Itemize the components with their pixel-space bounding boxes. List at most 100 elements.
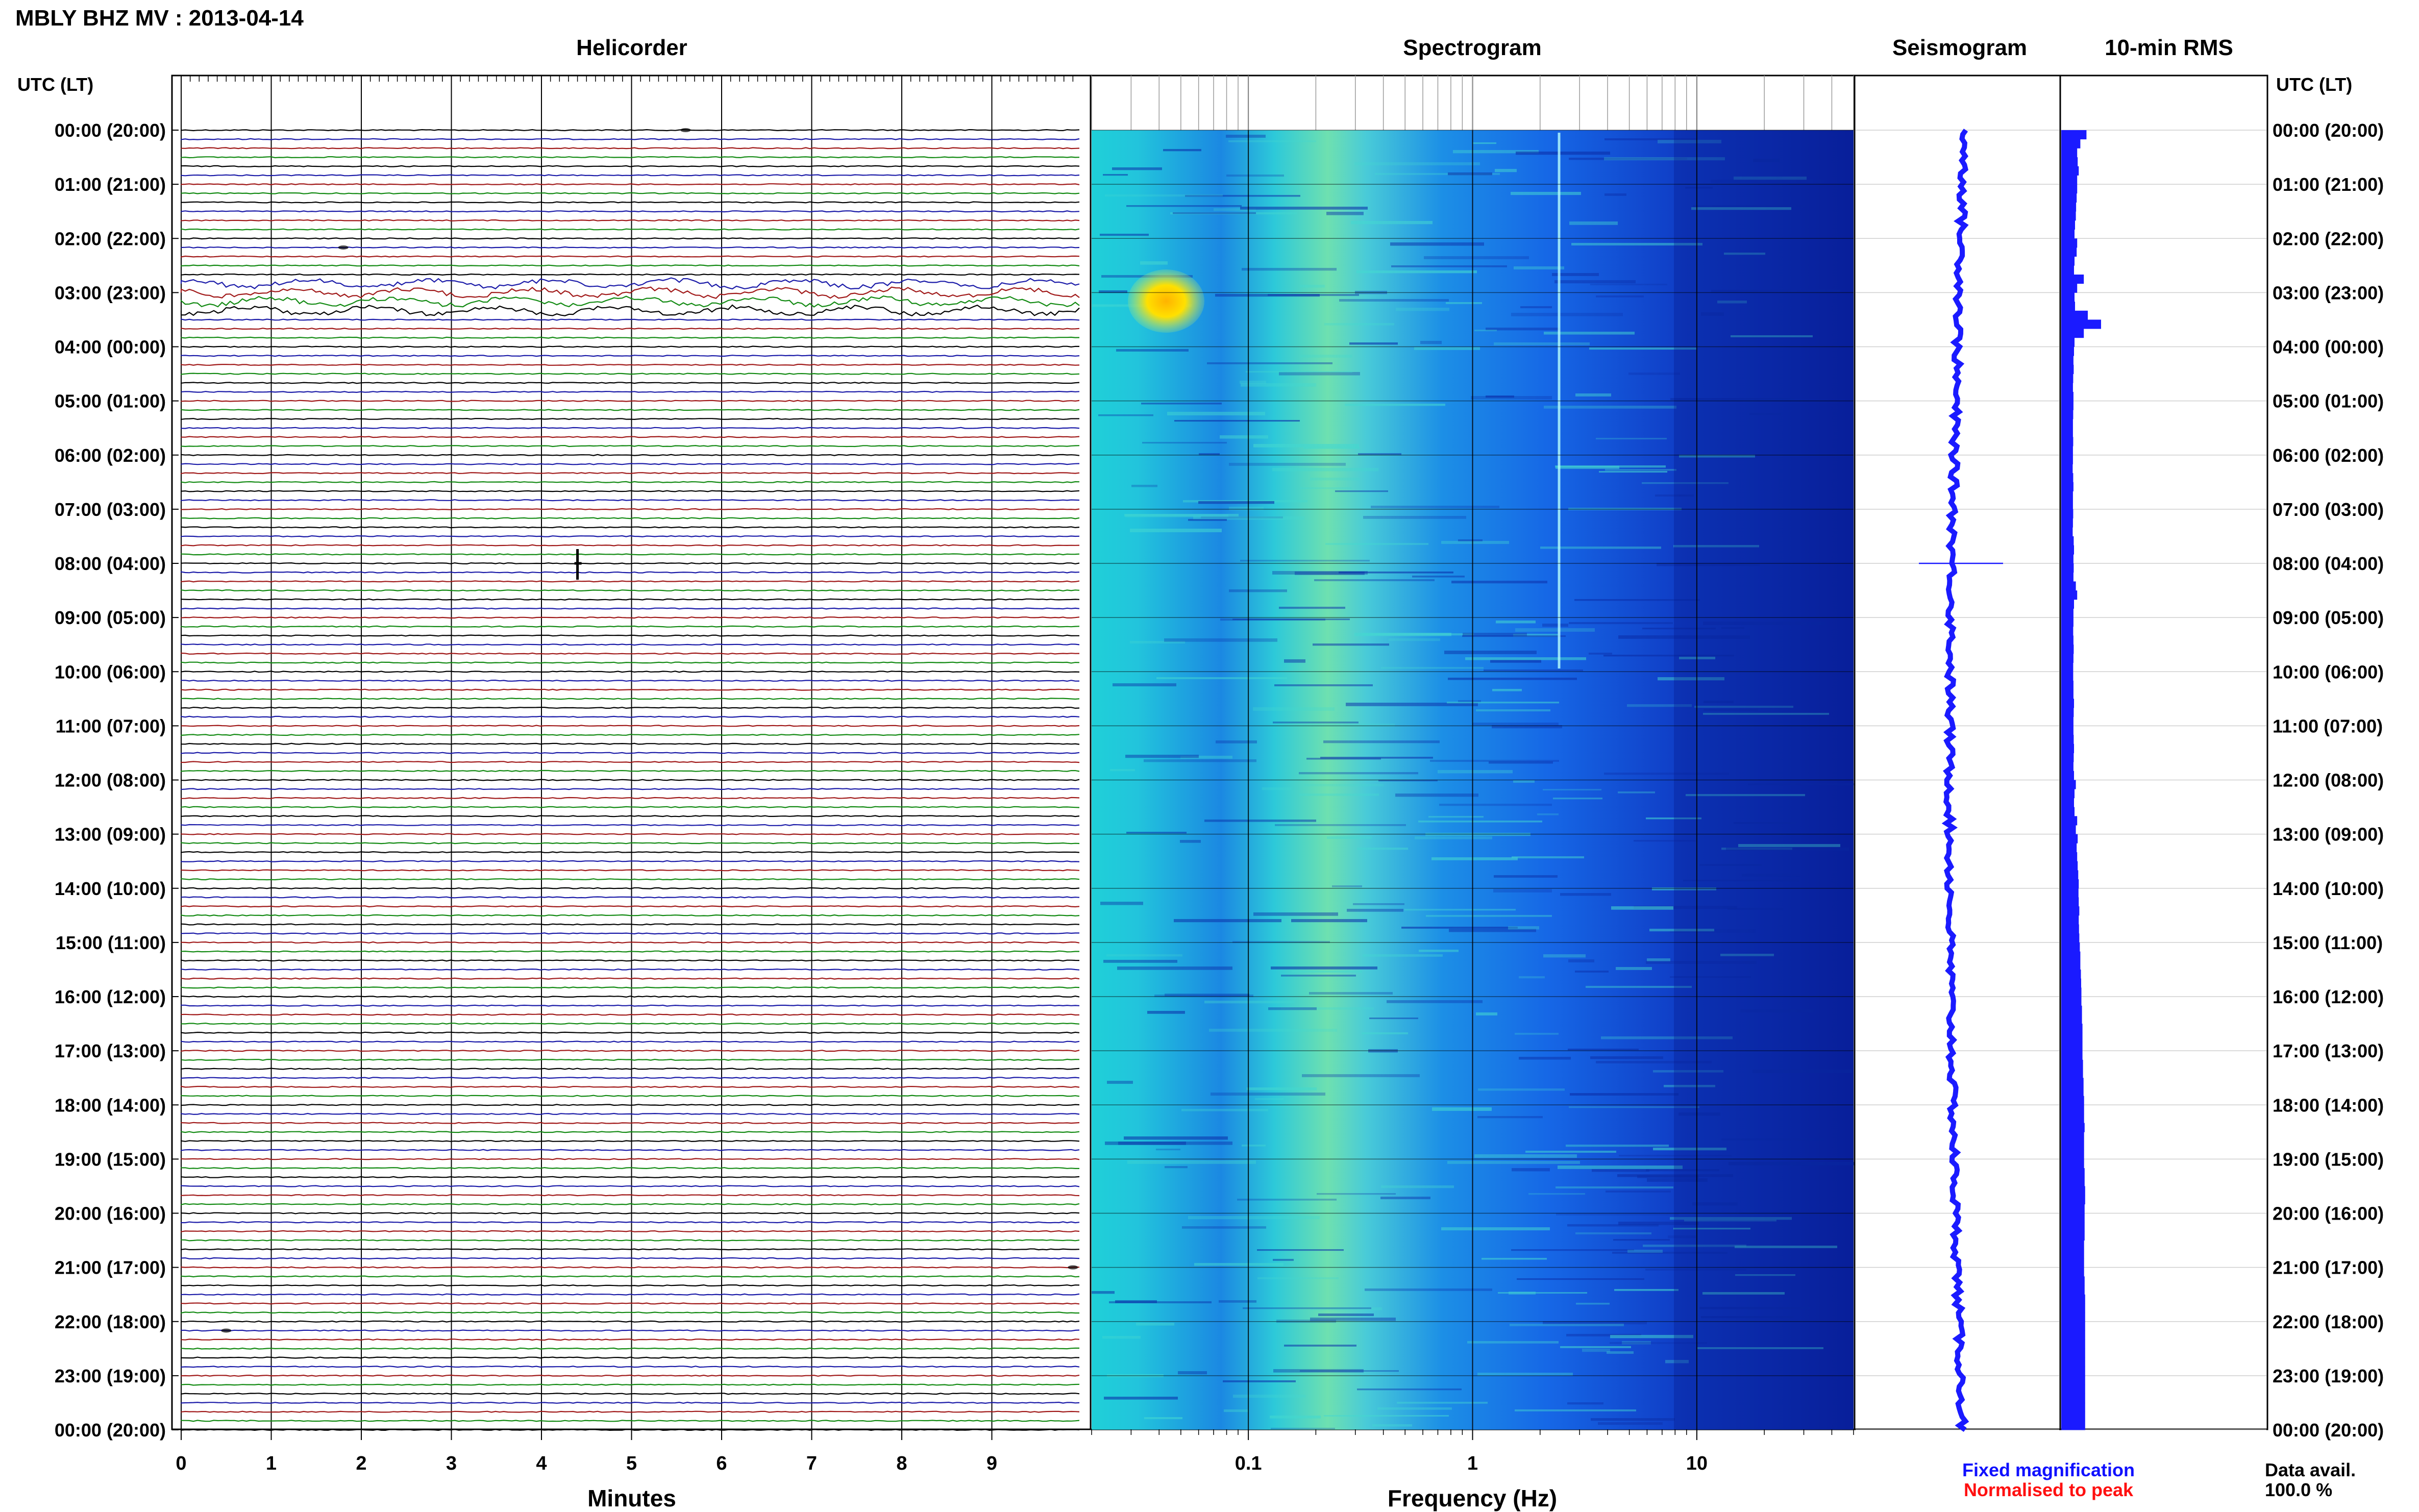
helicorder-trace: [180, 887, 1080, 889]
spectrogram-streak: [1634, 906, 1737, 909]
helicorder-trace: [180, 129, 1080, 132]
spectrogram-streak: [1699, 1307, 1810, 1309]
rms-bar: [2061, 599, 2074, 609]
helicorder-trace: [180, 995, 1080, 998]
spectrogram-streak: [1699, 864, 1762, 866]
helicorder-trace: [180, 824, 1080, 827]
rms-bar: [2061, 708, 2074, 717]
spectrogram-streak: [1567, 1224, 1659, 1227]
spectrogram-streak: [1735, 1274, 1795, 1276]
time-labels-left: 00:00 (20:00) 01:00 (21:00) 02:00 (22:00) 0…: [55, 120, 179, 1441]
rms-bar: [2061, 942, 2080, 952]
rms-grid: [2061, 130, 2266, 1430]
minute-tick-label: 9: [986, 1453, 997, 1474]
spectrogram-streak: [1339, 299, 1449, 302]
spectrogram-streak: [1220, 435, 1268, 439]
spectrogram-streak: [1612, 1252, 1727, 1254]
helicorder-trace: [180, 192, 1080, 194]
spectrogram-streak: [1447, 702, 1559, 704]
rms-bar: [2061, 193, 2077, 203]
rms-frame: [2059, 75, 2268, 1430]
spectrogram-streak: [1627, 1250, 1663, 1253]
spectrogram-streak: [1199, 453, 1220, 455]
helicorder-trace: [180, 1302, 1080, 1305]
spectrogram-streak: [1229, 463, 1346, 466]
spectrogram-streak: [1165, 1166, 1188, 1169]
time-label-right: 00:00 (20:00): [2273, 1420, 2384, 1441]
rms-bar: [2061, 1367, 2085, 1376]
rms-bar: [2061, 1231, 2085, 1241]
spectrogram-streak: [1463, 633, 1527, 636]
spectrogram-streak: [1116, 349, 1189, 352]
time-label-right: 07:00 (03:00): [2273, 499, 2384, 520]
spectrogram-streak: [1272, 571, 1368, 575]
spectrogram-streak: [1391, 265, 1507, 267]
rms-bar: [2061, 1159, 2084, 1169]
helicorder-trace: [180, 363, 1080, 366]
spectrogram-streak: [1180, 756, 1232, 759]
time-label-right: 15:00 (11:00): [2273, 932, 2383, 953]
legend-normalised-to-peak: Normalised to peak: [1964, 1479, 2134, 1500]
spectrogram-streak: [1154, 995, 1253, 998]
seismogram-line: [1941, 129, 1969, 1432]
rms-bar: [2061, 626, 2074, 636]
helicorder-trace: [180, 1383, 1080, 1386]
rms-bar: [2061, 590, 2078, 600]
helicorder-trace: [180, 444, 1080, 448]
spectrogram-streak: [1112, 167, 1162, 170]
spectrogram-streak: [1180, 840, 1201, 843]
helicorder-trace: [180, 914, 1080, 916]
rms-bar: [2061, 157, 2078, 167]
spectrogram-streak: [1605, 469, 1676, 471]
rms-bar: [2061, 825, 2076, 834]
spectrogram-streak: [1486, 328, 1560, 331]
helicorder-trace: [180, 589, 1080, 592]
helicorder-trace: [180, 752, 1080, 754]
helicorder-trace: [180, 517, 1080, 519]
helicorder-trace: [180, 679, 1080, 682]
spectrogram-streak: [1569, 158, 1687, 160]
spectrogram-streak: [1586, 986, 1692, 988]
spectrogram-streak: [1424, 256, 1529, 259]
spectrogram-streak: [1147, 1011, 1185, 1014]
rms-bar: [2061, 166, 2079, 176]
spectrogram-streak: [1130, 641, 1185, 643]
spectrogram-streak: [1279, 607, 1345, 609]
rms-bar: [2061, 1204, 2085, 1213]
spectrogram-streak: [1569, 221, 1618, 225]
spectrogram-streak: [1304, 784, 1384, 786]
helicorder-trace: [180, 1194, 1080, 1197]
helicorder-trace: [180, 409, 1080, 411]
spectrogram-streak: [1211, 1093, 1325, 1096]
spectrogram-streak: [1229, 507, 1264, 510]
minute-tick-label: 0: [176, 1453, 186, 1474]
rms-bar: [2061, 726, 2074, 735]
spectrogram-streak: [1428, 816, 1484, 818]
rms-bar: [2061, 1086, 2084, 1096]
helicorder-trace: [180, 607, 1080, 610]
spectrogram-streak: [1670, 1217, 1792, 1220]
time-label-left: 22:00 (18:00): [55, 1311, 166, 1332]
helicorder-trace: [180, 147, 1080, 150]
time-label-right: 18:00 (14:00): [2273, 1095, 2384, 1116]
spectrogram-streak: [1174, 919, 1281, 923]
helicorder-trace: [180, 1040, 1080, 1043]
spectrogram-streak: [1105, 1142, 1186, 1145]
time-label-left: 09:00 (05:00): [55, 607, 166, 628]
spectrogram-streak: [1691, 207, 1791, 210]
helicorder-trace: [180, 1428, 1080, 1431]
spectrogram-streak: [1441, 541, 1509, 544]
helicorder-trace: [180, 345, 1080, 348]
time-label-left: 05:00 (01:00): [55, 391, 166, 412]
spectrogram-streak: [1419, 950, 1459, 952]
spectrogram-streak: [1194, 1263, 1283, 1266]
rms-bar: [2061, 888, 2079, 898]
helicorder-trace: [180, 481, 1080, 483]
spectrogram-streak: [1156, 677, 1287, 679]
spectrogram-streak: [1092, 1291, 1115, 1294]
spectrogram-streak: [1198, 501, 1274, 504]
rms-bar: [2061, 1213, 2085, 1223]
spectrogram-streak: [1646, 961, 1757, 964]
spectrogram-streak: [1610, 1342, 1707, 1344]
spectrogram-streak: [1543, 954, 1586, 958]
